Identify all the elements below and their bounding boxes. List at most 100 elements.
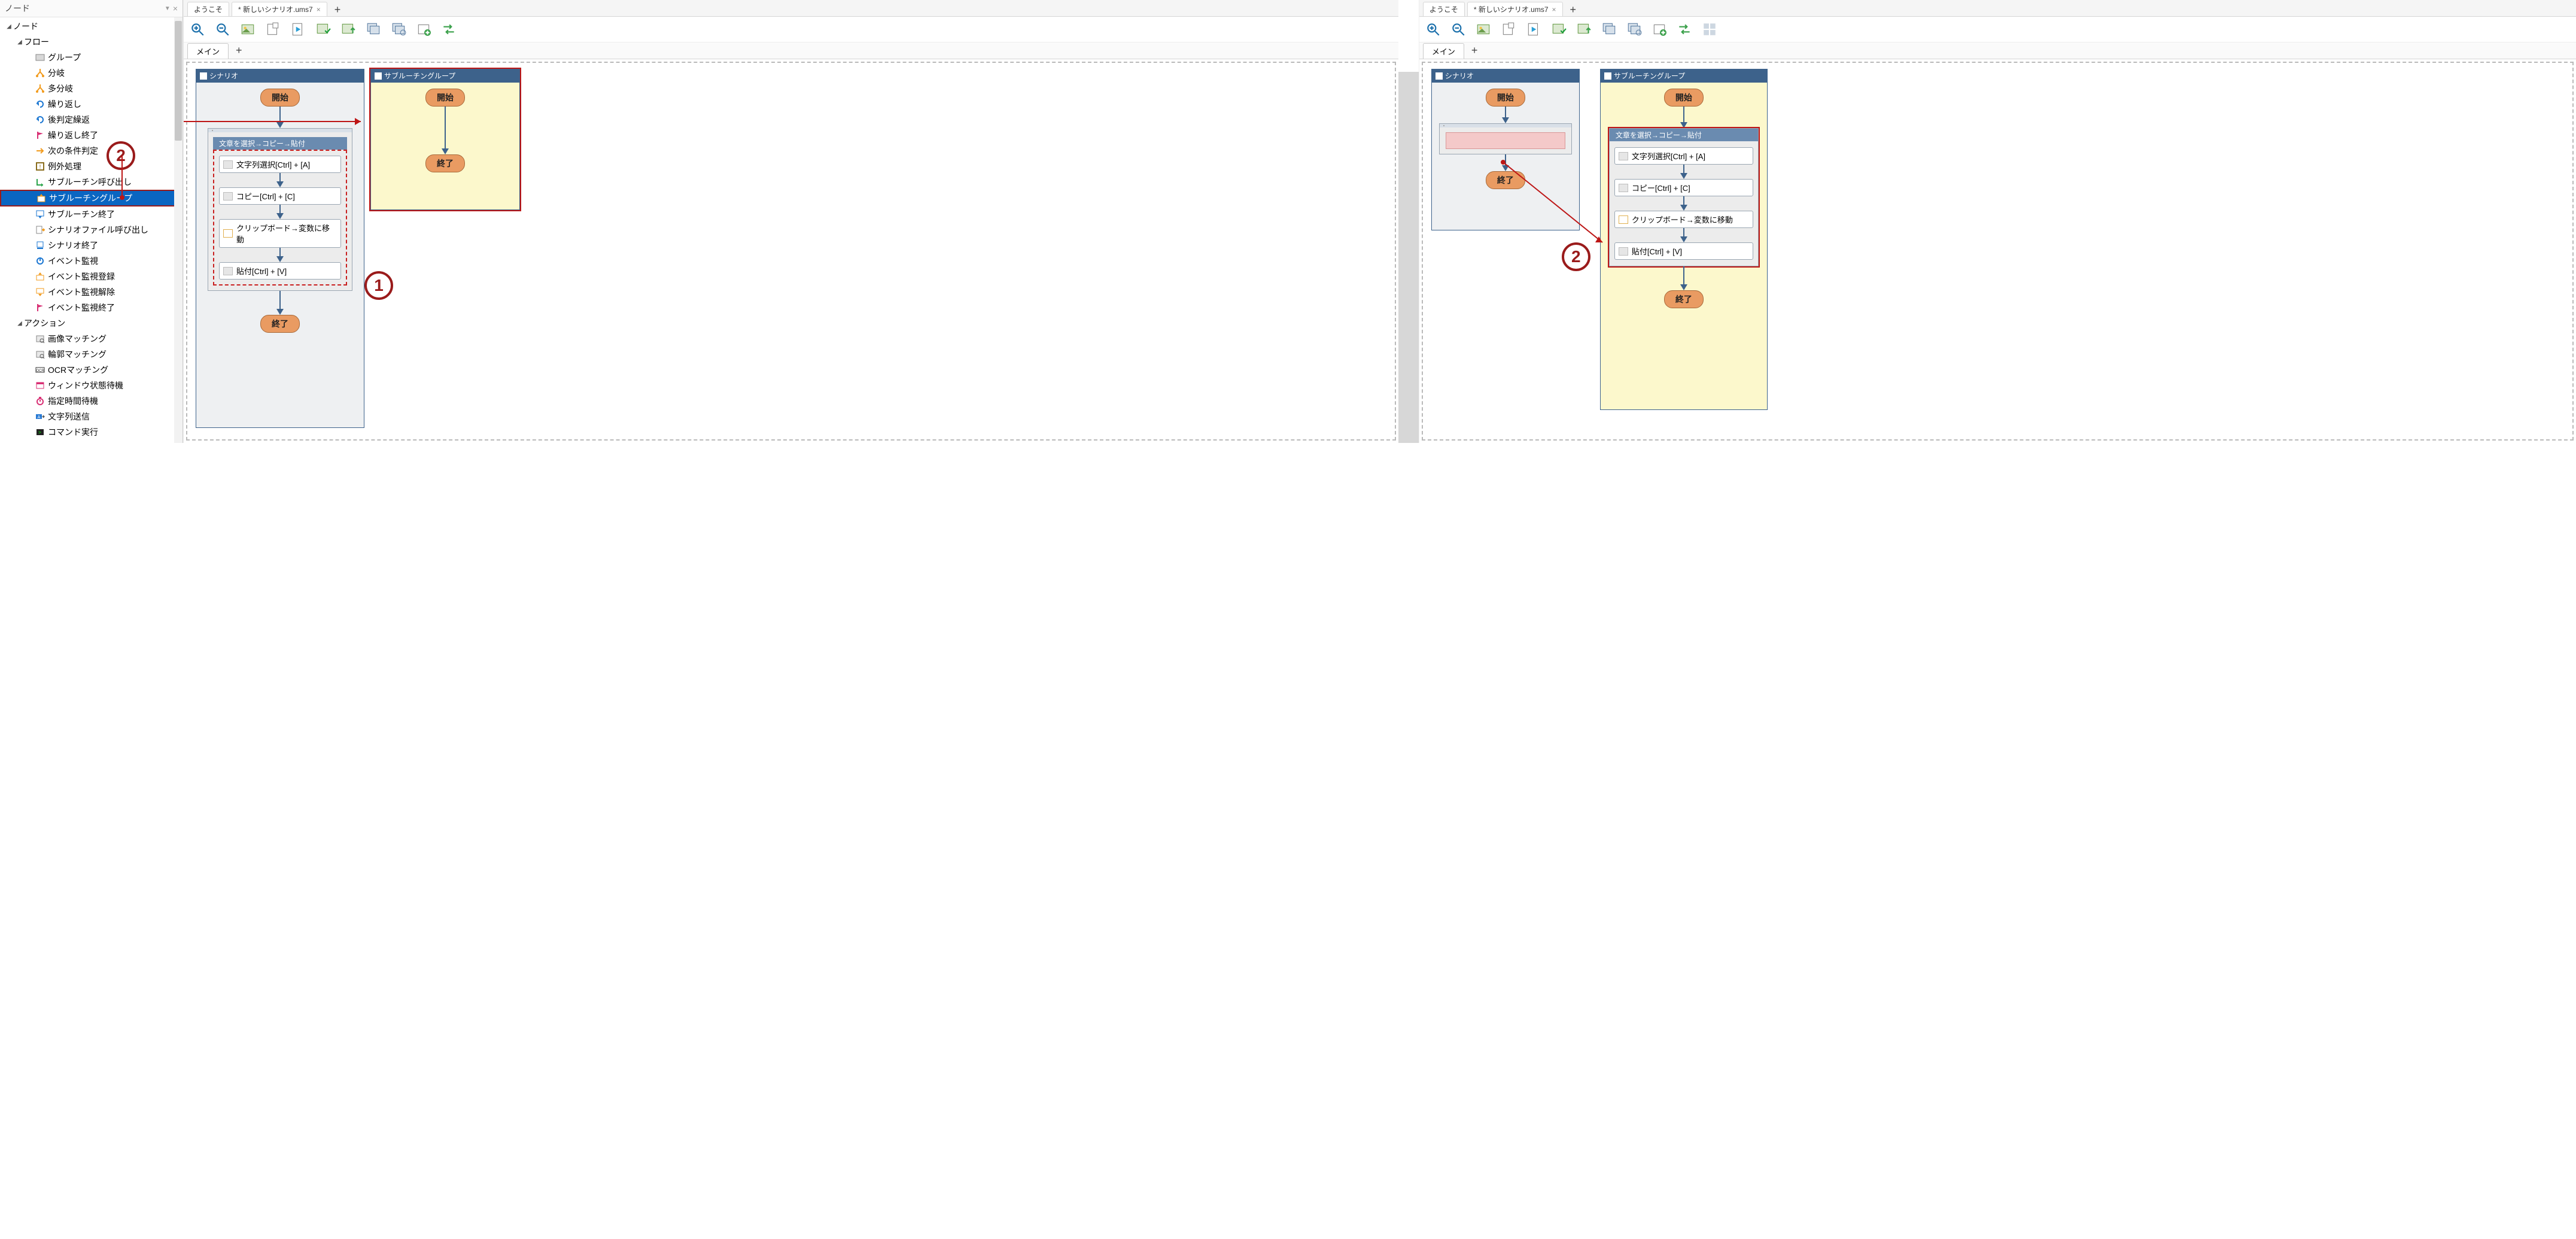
tree-item-ocr[interactable]: OCROCRマッチング (0, 362, 183, 378)
tb-img-check-icon[interactable] (1551, 22, 1567, 37)
tree-item-except[interactable]: !例外処理 (0, 159, 183, 174)
scenario-panel-left[interactable]: シナリオ 開始 文章を選択→コピー→貼付 文字列選択[Ctrl] + [A] コ… (196, 69, 364, 428)
tree-item-branch[interactable]: 多分岐 (0, 81, 183, 96)
tree-item-watchreg[interactable]: イベント監視登録 (0, 269, 183, 284)
tb-add-step-icon[interactable] (416, 22, 431, 37)
tree-item-next[interactable]: 次の条件判定 (0, 143, 183, 159)
subgroup-panel-left[interactable]: サブルーチングループ 開始 終了 (370, 69, 520, 210)
end-node-sub[interactable]: 終了 (1664, 290, 1704, 308)
tree-item-watchun[interactable]: イベント監視解除 (0, 284, 183, 300)
step-1[interactable]: 文字列選択[Ctrl] + [A] (219, 156, 341, 173)
tb-swap-icon[interactable] (441, 22, 457, 37)
step-3[interactable]: クリップボード→変数に移動 (1614, 211, 1753, 228)
tab-welcome[interactable]: ようこそ (1423, 2, 1465, 16)
zoom-in-icon[interactable] (1425, 22, 1441, 37)
end-node-sub[interactable]: 終了 (425, 154, 465, 172)
tree-item-loop[interactable]: 繰り返し (0, 96, 183, 112)
tree-item-match[interactable]: 輪郭マッチング (0, 347, 183, 362)
tree-item-cmd[interactable]: >コマンド実行 (0, 424, 183, 440)
tb-grid-icon[interactable] (1702, 22, 1717, 37)
tree-item-group[interactable]: グループ (0, 50, 183, 65)
step-4[interactable]: 貼付[Ctrl] + [V] (219, 262, 341, 280)
tree-item-label: 繰り返し終了 (48, 129, 98, 141)
editor-pane-left: ようこそ * 新しいシナリオ.ums7 × + メイン + シナリオ (183, 0, 1398, 443)
tb-stack1-icon[interactable] (366, 22, 381, 37)
timer-icon (35, 396, 45, 406)
scenario-panel-right[interactable]: シナリオ 開始 終了 (1431, 69, 1580, 230)
start-node[interactable]: 開始 (1486, 89, 1525, 107)
tb-doc-play-icon[interactable] (290, 22, 306, 37)
zoom-out-icon[interactable] (1450, 22, 1466, 37)
tb-new-icon[interactable] (265, 22, 281, 37)
start-node[interactable]: 開始 (260, 89, 300, 107)
tree-item-branch[interactable]: 分岐 (0, 65, 183, 81)
tree-item-winwait[interactable]: ウィンドウ状態待機 (0, 378, 183, 393)
tb-export-icon[interactable] (1576, 22, 1592, 37)
step-1[interactable]: 文字列選択[Ctrl] + [A] (1614, 147, 1753, 165)
tree-item-loop[interactable]: 後判定繰返 (0, 112, 183, 127)
subgroup-icon (36, 193, 47, 204)
tree-item-subcall[interactable]: サブルーチン呼び出し (0, 174, 183, 190)
subtab-main[interactable]: メイン (1423, 43, 1464, 59)
tree-item-watch[interactable]: イベント監視 (0, 253, 183, 269)
tab-file-close-icon[interactable]: × (1552, 5, 1556, 14)
sidebar-collapse-icon[interactable]: ▼ (165, 5, 171, 12)
tb-swap-icon[interactable] (1677, 22, 1692, 37)
tab-file-close-icon[interactable]: × (317, 5, 321, 14)
inner-group-right[interactable]: 文章を選択→コピー→貼付 文字列選択[Ctrl] + [A] コピー[Ctrl]… (1609, 128, 1759, 266)
step-3[interactable]: クリップボード→変数に移動 (219, 219, 341, 248)
end-node[interactable]: 終了 (260, 315, 300, 333)
pane-divider[interactable] (1398, 72, 1419, 443)
tree-item-match[interactable]: 画像マッチング (0, 331, 183, 347)
sidebar-close-icon[interactable]: × (173, 4, 178, 13)
tree-item-timer[interactable]: 指定時間待機 (0, 393, 183, 409)
tab-file[interactable]: * 新しいシナリオ.ums7 × (232, 2, 327, 16)
tab-file[interactable]: * 新しいシナリオ.ums7 × (1467, 2, 1563, 16)
subtab-add-icon[interactable]: + (231, 44, 247, 57)
tree-item-watchend[interactable]: イベント監視終了 (0, 300, 183, 315)
tree-item-subgroup[interactable]: サブルーチングループ (0, 190, 183, 206)
call-slot-group[interactable] (1439, 123, 1572, 154)
tab-add-icon[interactable]: + (330, 4, 346, 16)
canvas-left[interactable]: シナリオ 開始 文章を選択→コピー→貼付 文字列選択[Ctrl] + [A] コ… (184, 59, 1398, 443)
tb-new-icon[interactable] (1501, 22, 1516, 37)
tb-image-icon[interactable] (1476, 22, 1491, 37)
end-node[interactable]: 終了 (1486, 171, 1525, 189)
step-4[interactable]: 貼付[Ctrl] + [V] (1614, 242, 1753, 260)
step-2[interactable]: コピー[Ctrl] + [C] (219, 187, 341, 205)
tb-stack2-icon[interactable] (1626, 22, 1642, 37)
panel-doc-icon (200, 72, 207, 80)
tree-item-scend[interactable]: シナリオ終了 (0, 238, 183, 253)
tree-item-filecall[interactable]: シナリオファイル呼び出し (0, 222, 183, 238)
tb-image-icon[interactable] (240, 22, 256, 37)
tb-add-step-icon[interactable] (1652, 22, 1667, 37)
subtab-add-icon[interactable]: + (1467, 44, 1483, 57)
tree-group-action[interactable]: ◢ アクション (0, 315, 183, 331)
zoom-out-icon[interactable] (215, 22, 230, 37)
tree-item-flag[interactable]: 繰り返し終了 (0, 127, 183, 143)
tb-doc-play-icon[interactable] (1526, 22, 1541, 37)
start-node-sub[interactable]: 開始 (1664, 89, 1704, 107)
tree-scroll-thumb[interactable] (175, 21, 182, 141)
step-2[interactable]: コピー[Ctrl] + [C] (1614, 179, 1753, 196)
tab-add-icon[interactable]: + (1565, 4, 1582, 16)
tree-group-flow[interactable]: ◢ フロー (0, 34, 183, 50)
subroutine-call-slot[interactable] (1446, 132, 1565, 149)
tb-export-icon[interactable] (340, 22, 356, 37)
canvas-right[interactable]: シナリオ 開始 終了 サブルーチングループ (1419, 59, 2576, 443)
tree-item-send[interactable]: A文字列送信 (0, 409, 183, 424)
step-icon (223, 192, 233, 201)
tb-img-check-icon[interactable] (315, 22, 331, 37)
subgroup-panel-right[interactable]: サブルーチングループ 開始 文章を選択→コピー→貼付 文字列選択[Ctrl] +… (1600, 69, 1768, 410)
tb-stack2-icon[interactable] (391, 22, 406, 37)
subtab-main[interactable]: メイン (187, 43, 229, 59)
tree-item-subend[interactable]: サブルーチン終了 (0, 206, 183, 222)
tab-file-label: * 新しいシナリオ.ums7 (1474, 4, 1549, 14)
tab-welcome[interactable]: ようこそ (187, 2, 229, 16)
inner-group-left[interactable]: 文章を選択→コピー→貼付 文字列選択[Ctrl] + [A] コピー[Ctrl]… (208, 128, 352, 291)
start-node-sub[interactable]: 開始 (425, 89, 465, 107)
tree-root[interactable]: ◢ ノード (0, 19, 183, 34)
zoom-in-icon[interactable] (190, 22, 205, 37)
tb-stack1-icon[interactable] (1601, 22, 1617, 37)
tree-scrollbar[interactable] (174, 17, 183, 443)
